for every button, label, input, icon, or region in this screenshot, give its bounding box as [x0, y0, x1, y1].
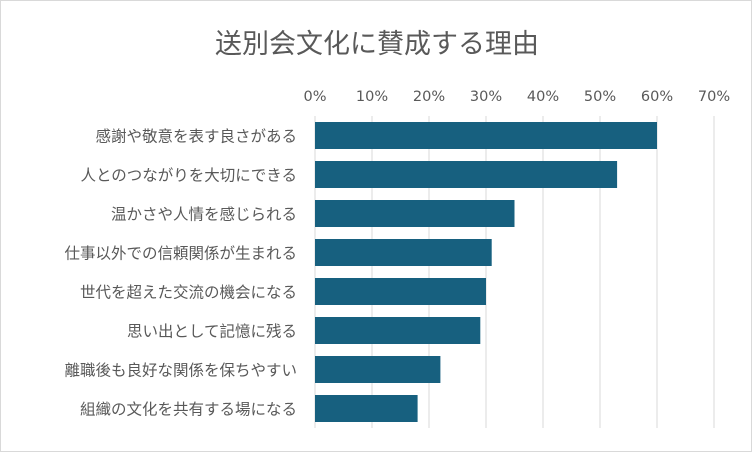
category-label: 思い出として記憶に残る	[127, 323, 297, 341]
bar	[315, 122, 657, 149]
bar	[315, 200, 515, 227]
chart-title: 送別会文化に賛成する理由	[215, 29, 539, 60]
x-tick-label: 40%	[527, 89, 559, 105]
category-label: 離職後も良好な関係を保ちやすい	[64, 362, 297, 380]
category-label: 人とのつながりを大切にできる	[80, 167, 297, 185]
x-tick-label: 10%	[356, 89, 388, 105]
x-tick-label: 0%	[303, 89, 326, 105]
category-label: 仕事以外での信頼関係が生まれる	[64, 245, 297, 263]
bar	[315, 278, 486, 305]
category-label: 世代を超えた交流の機会になる	[80, 284, 297, 302]
category-label: 組織の文化を共有する場になる	[80, 401, 297, 419]
x-tick-label: 30%	[470, 89, 502, 105]
bar	[315, 239, 492, 266]
x-axis-ticks: 0% 10% 20% 30% 40% 50% 60% 70%	[303, 89, 730, 105]
x-tick-label: 20%	[413, 89, 445, 105]
category-label: 温かさや人情を感じられる	[111, 206, 297, 224]
bars	[315, 122, 657, 422]
bar	[315, 356, 441, 383]
category-labels: 感謝や敬意を表す良さがある人とのつながりを大切にできる温かさや人情を感じられる仕…	[64, 127, 297, 419]
bar	[315, 317, 481, 344]
x-tick-label: 70%	[698, 89, 730, 105]
category-label: 感謝や敬意を表す良さがある	[95, 127, 297, 146]
x-tick-label: 60%	[641, 89, 673, 105]
bar	[315, 395, 418, 422]
x-tick-label: 50%	[584, 89, 616, 105]
bar	[315, 161, 618, 188]
